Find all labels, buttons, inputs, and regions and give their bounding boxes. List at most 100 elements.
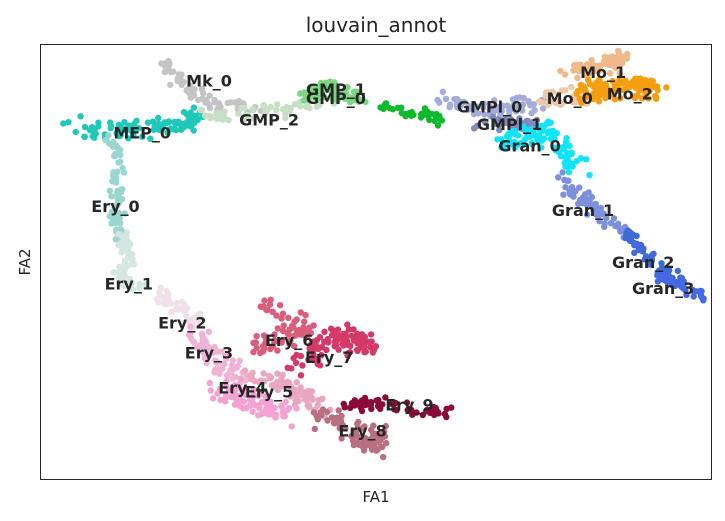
data-point bbox=[110, 269, 117, 276]
data-point bbox=[475, 110, 482, 117]
cluster-label-Gran_1: Gran_1 bbox=[552, 201, 614, 220]
data-point bbox=[618, 53, 625, 60]
data-point bbox=[691, 288, 698, 296]
data-point bbox=[313, 103, 320, 110]
data-point bbox=[633, 232, 640, 240]
data-point bbox=[555, 174, 562, 181]
data-point bbox=[114, 187, 121, 194]
data-point bbox=[559, 100, 566, 107]
data-point bbox=[136, 280, 143, 288]
data-point bbox=[207, 387, 214, 394]
data-point bbox=[155, 120, 163, 128]
data-point bbox=[209, 349, 216, 357]
data-point bbox=[492, 106, 499, 113]
data-point bbox=[271, 331, 278, 338]
data-point bbox=[346, 349, 354, 356]
data-point bbox=[262, 406, 270, 413]
data-point bbox=[600, 60, 607, 67]
data-point bbox=[284, 378, 291, 386]
data-point bbox=[249, 408, 256, 415]
data-point bbox=[139, 133, 146, 140]
data-point bbox=[241, 104, 248, 112]
data-point bbox=[291, 342, 298, 350]
data-point bbox=[615, 47, 622, 55]
data-point bbox=[228, 369, 235, 376]
data-point bbox=[610, 215, 618, 222]
data-point bbox=[535, 98, 543, 105]
data-point bbox=[373, 447, 380, 454]
data-point bbox=[165, 291, 172, 298]
data-point bbox=[623, 229, 630, 236]
data-point bbox=[183, 312, 190, 319]
data-point bbox=[617, 58, 624, 66]
data-point bbox=[129, 128, 136, 136]
cluster-points-Ery_7 bbox=[284, 321, 380, 379]
x-axis-label: FA1 bbox=[362, 488, 389, 506]
data-point bbox=[565, 159, 573, 166]
cluster-points-Mo_0 bbox=[535, 83, 591, 109]
data-point bbox=[312, 83, 320, 91]
data-point bbox=[241, 367, 249, 374]
data-point bbox=[162, 301, 169, 308]
data-point bbox=[413, 409, 420, 416]
data-point bbox=[249, 115, 256, 122]
data-point bbox=[121, 119, 128, 126]
data-point bbox=[381, 101, 389, 108]
data-point bbox=[211, 369, 218, 376]
data-point bbox=[642, 76, 649, 84]
data-point bbox=[198, 341, 205, 348]
data-point bbox=[288, 423, 295, 430]
data-point bbox=[338, 412, 345, 420]
data-point bbox=[601, 220, 608, 227]
data-point bbox=[498, 136, 505, 143]
data-point bbox=[666, 267, 673, 274]
data-point bbox=[131, 120, 138, 128]
cluster-label-Ery_5: Ery_5 bbox=[245, 383, 293, 402]
data-point bbox=[425, 406, 432, 414]
cluster-points-Ery_0 bbox=[102, 132, 128, 246]
data-point bbox=[583, 211, 591, 218]
data-point bbox=[274, 370, 281, 377]
data-point bbox=[519, 101, 527, 108]
data-point bbox=[111, 203, 119, 211]
data-point bbox=[180, 320, 187, 327]
data-point bbox=[315, 89, 323, 96]
data-point bbox=[299, 362, 306, 369]
data-point bbox=[522, 126, 530, 134]
data-point bbox=[328, 414, 336, 421]
data-point bbox=[242, 404, 250, 412]
data-point bbox=[682, 287, 689, 294]
data-point bbox=[312, 345, 319, 352]
data-point bbox=[158, 126, 166, 133]
data-point bbox=[81, 123, 89, 131]
data-point bbox=[592, 210, 599, 218]
data-point bbox=[583, 61, 591, 68]
data-point bbox=[373, 430, 380, 438]
data-point bbox=[428, 110, 435, 118]
data-point bbox=[228, 361, 236, 369]
data-point bbox=[287, 393, 294, 400]
data-point bbox=[158, 60, 165, 67]
data-point bbox=[174, 74, 182, 82]
data-point bbox=[335, 407, 342, 414]
data-point bbox=[358, 331, 366, 338]
data-point bbox=[363, 338, 371, 345]
data-point bbox=[512, 103, 519, 110]
data-point bbox=[566, 142, 573, 150]
data-point bbox=[249, 369, 256, 376]
data-point bbox=[586, 80, 594, 88]
data-point bbox=[524, 117, 531, 125]
cluster-label-Mo_2: Mo_2 bbox=[607, 85, 653, 104]
data-point bbox=[516, 94, 523, 101]
chart-title: louvain_annot bbox=[306, 13, 447, 37]
data-point bbox=[439, 88, 447, 96]
data-point bbox=[168, 308, 175, 316]
cluster-points-GMP_2 bbox=[197, 90, 340, 124]
cluster-label-GMPl_1: GMPl_1 bbox=[477, 115, 542, 134]
data-point bbox=[177, 126, 185, 133]
data-point bbox=[602, 94, 609, 102]
data-point bbox=[611, 58, 618, 65]
data-point bbox=[331, 420, 338, 427]
data-point bbox=[117, 270, 125, 277]
data-point bbox=[654, 278, 662, 285]
